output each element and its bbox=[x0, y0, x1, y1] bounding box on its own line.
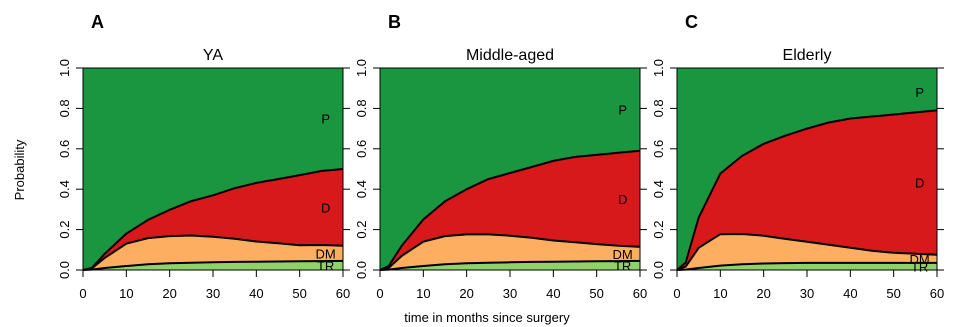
area-d bbox=[380, 150, 640, 270]
x-tick-label: 20 bbox=[459, 286, 473, 301]
state-label-p: P bbox=[915, 85, 924, 100]
x-tick-label: 10 bbox=[119, 286, 133, 301]
y-tick-label: 0.4 bbox=[651, 180, 666, 198]
area-d bbox=[677, 110, 937, 271]
panel-title: YA bbox=[203, 47, 223, 64]
state-label-tr: TR bbox=[614, 258, 631, 273]
y-tick-label: 0.4 bbox=[354, 180, 369, 198]
x-tick-label: 40 bbox=[249, 286, 263, 301]
x-tick-label: 40 bbox=[546, 286, 560, 301]
state-label-dm: DM bbox=[613, 247, 633, 262]
x-tick-label: 60 bbox=[930, 286, 944, 301]
boundary-line-tr bbox=[676, 261, 937, 271]
x-tick-label: 60 bbox=[633, 286, 647, 301]
state-label-dm: DM bbox=[316, 246, 336, 261]
x-tick-label: 0 bbox=[79, 286, 86, 301]
panel-letter: C bbox=[685, 12, 698, 32]
panel-title: Middle-aged bbox=[466, 47, 554, 64]
panel-b: B Middle-aged 0.0 0.2 0.4 0.6 0.8 1.0 0 10 20 30 40 5… bbox=[354, 12, 647, 301]
x-tick-label: 50 bbox=[589, 286, 603, 301]
area-dm bbox=[677, 234, 937, 270]
y-tick-label: 0.2 bbox=[354, 221, 369, 239]
y-tick-label: 0.4 bbox=[57, 180, 72, 198]
state-label-dm: DM bbox=[910, 252, 930, 267]
x-tick-label: 0 bbox=[673, 286, 680, 301]
y-tick-label: 0.6 bbox=[57, 140, 72, 158]
y-axis-label: Probability bbox=[12, 139, 27, 200]
state-label-p: P bbox=[618, 102, 627, 117]
panel-title: Elderly bbox=[783, 47, 832, 64]
y-tick-label: 0.2 bbox=[57, 221, 72, 239]
x-tick-label: 30 bbox=[206, 286, 220, 301]
boundary-line-d bbox=[676, 109, 938, 271]
y-tick-label: 0.8 bbox=[354, 99, 369, 117]
area-tr bbox=[380, 260, 640, 270]
y-tick-label: 0.0 bbox=[651, 261, 666, 279]
y-tick-label: 1.0 bbox=[57, 59, 72, 77]
boundary-line-dm bbox=[82, 234, 344, 271]
state-label-d: D bbox=[915, 176, 924, 191]
x-tick-label: 60 bbox=[336, 286, 350, 301]
y-tick-label: 0.2 bbox=[651, 221, 666, 239]
boundary-line-tr bbox=[379, 259, 641, 271]
panel-letter: B bbox=[388, 12, 401, 32]
state-label-d: D bbox=[618, 192, 627, 207]
x-tick-label: 50 bbox=[292, 286, 306, 301]
y-tick-label: 1.0 bbox=[651, 59, 666, 77]
panel-c: C Elderly 0.0 0.2 0.4 0.6 0.8 1.0 0 10 20 30 40 50 60T… bbox=[651, 12, 944, 301]
x-tick-label: 0 bbox=[376, 286, 383, 301]
y-tick-label: 0.8 bbox=[57, 99, 72, 117]
state-label-tr: TR bbox=[317, 258, 334, 273]
boundary-line-dm bbox=[379, 233, 641, 271]
state-label-tr: TR bbox=[911, 259, 928, 274]
x-tick-label: 20 bbox=[162, 286, 176, 301]
x-tick-label: 50 bbox=[886, 286, 900, 301]
area-tr bbox=[83, 260, 343, 270]
area-p bbox=[380, 68, 640, 270]
area-p bbox=[677, 68, 937, 270]
boundary-line-d bbox=[82, 168, 344, 271]
y-tick-label: 0.6 bbox=[651, 140, 666, 158]
state-label-p: P bbox=[321, 112, 330, 127]
boundary-line-tr bbox=[82, 259, 344, 271]
x-tick-label: 20 bbox=[756, 286, 770, 301]
x-tick-label: 40 bbox=[843, 286, 857, 301]
y-tick-label: 1.0 bbox=[354, 59, 369, 77]
y-tick-label: 0.6 bbox=[354, 140, 369, 158]
x-tick-label: 30 bbox=[503, 286, 517, 301]
panel-letter: A bbox=[91, 12, 104, 32]
state-label-d: D bbox=[321, 200, 330, 215]
x-tick-label: 10 bbox=[416, 286, 430, 301]
x-tick-label: 30 bbox=[800, 286, 814, 301]
x-tick-label: 10 bbox=[713, 286, 727, 301]
x-axis-label: time in months since surgery bbox=[404, 310, 570, 325]
y-tick-label: 0.0 bbox=[57, 261, 72, 279]
area-d bbox=[83, 169, 343, 270]
boundary-line-dm bbox=[676, 232, 938, 271]
y-tick-label: 0.0 bbox=[354, 261, 369, 279]
boundary-line-d bbox=[379, 149, 641, 271]
y-tick-label: 0.8 bbox=[651, 99, 666, 117]
